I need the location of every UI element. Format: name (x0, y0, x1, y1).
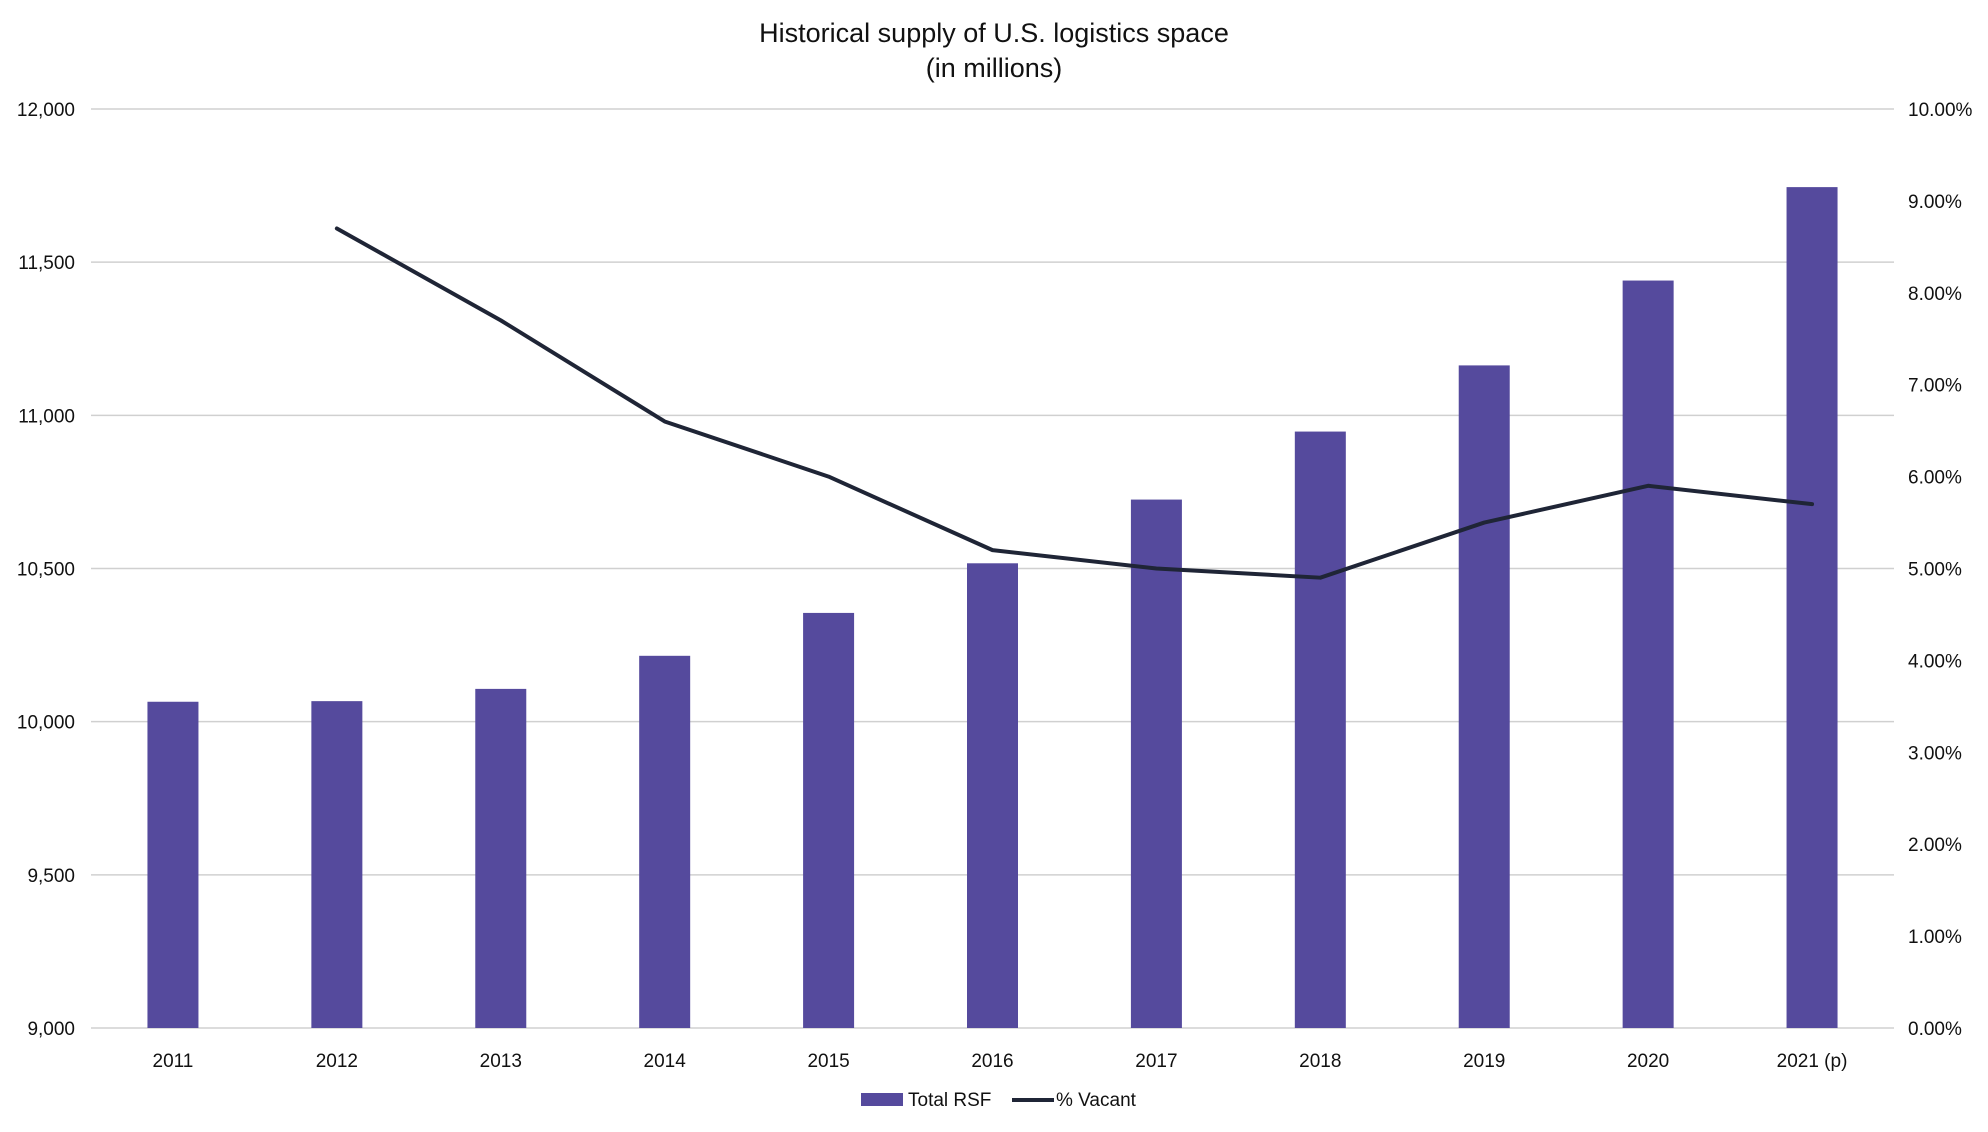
bar-series (147, 187, 1838, 1029)
x-axis-tick-label: 2018 (1299, 1051, 1341, 1072)
left-axis-tick-label: 11,000 (18, 406, 75, 427)
bar-2012 (311, 701, 363, 1028)
right-axis-ticks: 0.00% 1.00% 2.00% 3.00% 4.00% 5.00% 6.00% 7.00%… (1908, 100, 1973, 1040)
bar-2011 (147, 701, 199, 1028)
bar-2017 (1130, 499, 1182, 1028)
right-axis-tick-label: 2.00% (1908, 835, 1962, 856)
right-axis-tick-label: 7.00% (1908, 376, 1962, 397)
x-axis-tick-label: 2016 (971, 1051, 1013, 1072)
x-axis-tick-label: 2015 (807, 1051, 849, 1072)
left-axis-tick-label: 9,500 (27, 866, 75, 887)
x-axis-ticks: 2011 2012 2013 2014 2015 2016 2017 2018 2019 2020… (153, 1051, 1848, 1072)
bar-2019 (1458, 365, 1510, 1028)
x-axis-tick-label: 2012 (316, 1051, 358, 1072)
x-axis-tick-label: 2021 (p) (1777, 1051, 1848, 1072)
right-axis-tick-label: 3.00% (1908, 743, 1962, 764)
right-axis-tick-label: 5.00% (1908, 560, 1962, 581)
bar-2015 (803, 612, 855, 1028)
left-axis-tick-label: 10,500 (17, 560, 75, 581)
bar-2013 (475, 688, 527, 1028)
bar-2014 (639, 655, 691, 1028)
bar-2020 (1622, 280, 1674, 1029)
vacant-rate-line (334, 226, 1815, 580)
right-axis-tick-label: 0.00% (1908, 1019, 1962, 1040)
right-axis-tick-label: 10.00% (1908, 100, 1973, 121)
right-axis-tick-label: 6.00% (1908, 468, 1962, 489)
x-axis-tick-label: 2013 (480, 1051, 522, 1072)
bar-2021p (1786, 187, 1838, 1029)
left-axis-tick-label: 10,000 (17, 713, 75, 734)
legend-label-total-rsf: Total RSF (908, 1090, 991, 1111)
left-axis-ticks: 9,000 9,500 10,000 10,500 11,000 11,500 12,000 (17, 100, 75, 1040)
chart-subtitle: (in millions) (926, 53, 1063, 83)
right-axis-tick-label: 1.00% (1908, 927, 1962, 948)
x-axis-tick-label: 2011 (153, 1051, 194, 1072)
bar-2018 (1294, 431, 1346, 1029)
chart-title: Historical supply of U.S. logistics spac… (759, 18, 1229, 48)
left-axis-tick-label: 9,000 (27, 1019, 75, 1040)
bar-2016 (967, 563, 1018, 1028)
right-axis-tick-label: 8.00% (1908, 284, 1962, 305)
left-axis-tick-label: 11,500 (18, 253, 75, 274)
legend-label-vacant: % Vacant (1056, 1090, 1137, 1111)
x-axis-tick-label: 2017 (1135, 1051, 1177, 1072)
right-axis-tick-label: 4.00% (1908, 651, 1962, 672)
x-axis-tick-label: 2020 (1627, 1051, 1669, 1072)
legend-swatch-total-rsf (861, 1093, 903, 1106)
line-series (334, 226, 1815, 580)
x-axis-tick-label: 2014 (644, 1051, 687, 1072)
right-axis-tick-label: 9.00% (1908, 192, 1962, 213)
left-axis-tick-label: 12,000 (17, 100, 75, 121)
legend: Total RSF % Vacant (861, 1090, 1137, 1111)
x-axis-tick-label: 2019 (1463, 1051, 1505, 1072)
